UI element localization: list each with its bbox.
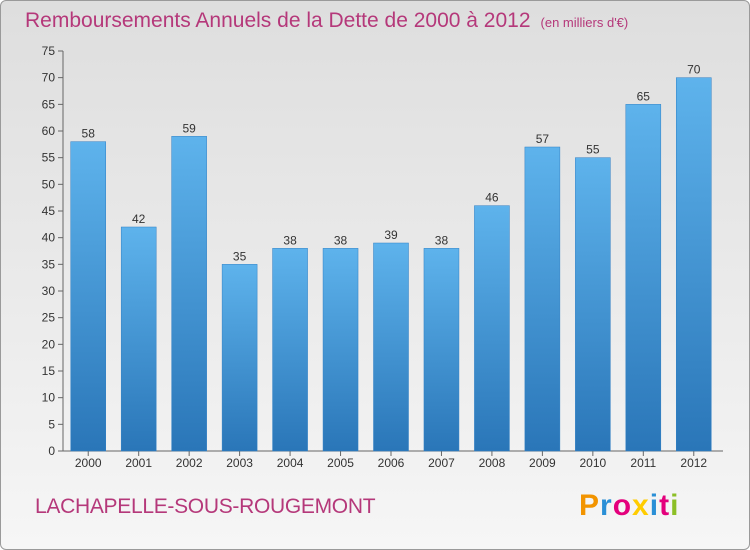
x-tick-label: 2012 (680, 456, 707, 470)
bar-2001 (120, 226, 157, 452)
bars (70, 77, 712, 452)
chart-title-text: Remboursements Annuels de la Dette de 20… (25, 9, 531, 32)
y-tick-label: 45 (42, 204, 56, 218)
bar-value-label: 46 (485, 191, 499, 205)
logo-letter: o (612, 489, 633, 522)
y-tick-label: 40 (42, 231, 56, 245)
bar-value-label: 59 (182, 121, 196, 135)
bar-value-label: 38 (283, 233, 297, 247)
bar-value-label: 42 (132, 212, 146, 226)
logo-letter: i (649, 489, 660, 522)
y-tick-label: 65 (42, 97, 56, 111)
logo-letter: x (632, 489, 650, 522)
x-tick-label: 2009 (529, 456, 556, 470)
x-tick-label: 2006 (378, 456, 405, 470)
x-tick-label: 2004 (277, 456, 304, 470)
bar-2012 (676, 77, 712, 452)
x-tick-label: 2007 (428, 456, 455, 470)
bar-2002 (171, 136, 207, 452)
logo-letter: P (579, 489, 601, 522)
bar-value-label: 39 (384, 228, 398, 242)
y-tick-label: 75 (42, 44, 56, 58)
commune-name: LACHAPELLE-SOUS-ROUGEMONT (35, 495, 376, 518)
x-tick-label: 2010 (579, 456, 606, 470)
y-tick-label: 55 (42, 151, 56, 165)
y-tick-label: 60 (42, 124, 56, 138)
y-tick-label: 10 (42, 391, 56, 405)
bar-2007 (423, 248, 460, 452)
chart-unit: (en milliers d'€) (540, 15, 629, 30)
bar-value-label: 70 (687, 63, 701, 77)
bar-2008 (474, 205, 510, 452)
y-tick-label: 35 (42, 257, 56, 271)
bar-2009 (524, 146, 561, 452)
y-tick-label: 5 (48, 417, 55, 431)
x-tick-label: 2002 (176, 456, 203, 470)
x-tick-label: 2003 (226, 456, 253, 470)
bar-2011 (625, 104, 662, 452)
bar-2004 (272, 248, 308, 452)
bar-value-label: 35 (233, 249, 247, 263)
y-tick-label: 20 (42, 337, 56, 351)
logo-letter: i (670, 489, 680, 522)
x-tick-label: 2005 (327, 456, 354, 470)
bar-value-label: 57 (536, 132, 550, 146)
bar-2010 (575, 157, 611, 452)
y-tick-label: 15 (42, 364, 56, 378)
bar-2000 (70, 141, 106, 452)
x-tick-label: 2001 (125, 456, 152, 470)
bar-value-label: 65 (637, 89, 651, 103)
bar-value-label: 38 (334, 233, 348, 247)
x-tick-label: 2011 (630, 456, 656, 470)
proxiti-logo: Proxiti (579, 489, 679, 523)
data-labels: 58 42 59 35 38 38 39 38 46 57 55 65 70 (82, 63, 701, 264)
bar-value-label: 58 (82, 127, 96, 141)
chart-title: Remboursements Annuels de la Dette de 20… (25, 9, 628, 33)
bar-value-label: 55 (586, 143, 600, 157)
y-tick-label: 25 (42, 311, 56, 325)
bar-2003 (221, 264, 258, 452)
x-axis: 2000 2001 2002 2003 2004 2005 2006 2007 2008 2009… (63, 450, 723, 470)
y-tick-label: 0 (48, 444, 55, 458)
y-axis: 0 5 10 15 20 25 30 35 40 45 50 55 60 65 70 75 (42, 44, 64, 458)
bar-2006 (373, 242, 409, 452)
x-tick-label: 2008 (479, 456, 506, 470)
logo-letter: r (600, 489, 613, 522)
y-tick-label: 30 (42, 284, 56, 298)
bar-value-label: 38 (435, 233, 449, 247)
y-tick-label: 70 (42, 71, 56, 85)
y-tick-label: 50 (42, 177, 56, 191)
bar-2005 (322, 248, 359, 452)
logo-letter: t (659, 489, 671, 522)
x-tick-label: 2000 (75, 456, 102, 470)
